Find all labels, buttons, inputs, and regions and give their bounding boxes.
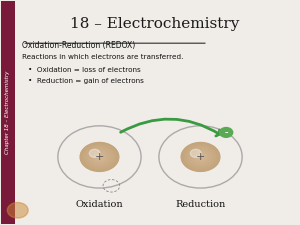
Circle shape [185,145,216,169]
Circle shape [80,142,119,171]
Text: •  Reduction = gain of electrons: • Reduction = gain of electrons [28,78,144,84]
Circle shape [91,150,109,164]
Circle shape [197,155,204,159]
Circle shape [82,144,117,170]
Circle shape [182,143,219,171]
Circle shape [192,151,209,163]
Text: •  Oxidation = loss of electrons: • Oxidation = loss of electrons [28,67,141,73]
Circle shape [85,146,114,168]
Circle shape [190,149,211,165]
Circle shape [184,144,217,169]
Circle shape [199,156,202,158]
Circle shape [96,155,103,159]
Circle shape [96,154,103,160]
Circle shape [94,153,105,161]
FancyBboxPatch shape [2,1,15,224]
Circle shape [89,149,100,157]
Circle shape [194,152,207,162]
Circle shape [196,154,205,160]
Circle shape [98,156,101,158]
Text: Oxidation: Oxidation [76,200,123,209]
Circle shape [90,150,109,164]
Circle shape [87,147,112,166]
Circle shape [187,147,214,167]
Circle shape [84,145,115,169]
Circle shape [188,148,213,166]
Text: +: + [95,152,104,162]
Circle shape [95,154,104,160]
Circle shape [92,152,106,162]
Circle shape [83,145,116,169]
Text: Chapter 18 – Electrochemistry: Chapter 18 – Electrochemistry [5,71,10,154]
Circle shape [189,148,212,166]
Circle shape [194,152,208,162]
Circle shape [99,156,100,158]
Circle shape [81,143,118,171]
Circle shape [199,155,203,158]
Circle shape [200,156,201,158]
Circle shape [85,146,114,168]
Circle shape [92,151,107,163]
Circle shape [7,202,28,218]
Text: Oxidation-Reduction (REDOX): Oxidation-Reduction (REDOX) [22,41,135,50]
Circle shape [184,145,217,169]
Circle shape [198,155,203,159]
Circle shape [195,153,206,161]
Circle shape [197,154,204,160]
Circle shape [186,146,215,168]
Circle shape [88,148,111,166]
Circle shape [81,144,118,170]
Text: +: + [196,152,205,162]
Circle shape [89,149,110,165]
Text: Reduction: Reduction [176,200,226,209]
Circle shape [91,151,108,163]
Circle shape [188,147,213,166]
Circle shape [220,128,233,137]
Circle shape [183,144,218,170]
Circle shape [190,149,211,165]
Circle shape [182,144,219,170]
Circle shape [98,155,101,158]
Circle shape [86,147,113,167]
Circle shape [181,142,220,171]
Circle shape [93,152,106,162]
Circle shape [191,150,210,164]
Text: 18 – Electrochemistry: 18 – Electrochemistry [70,17,239,31]
Circle shape [87,148,112,166]
Circle shape [83,144,116,169]
Circle shape [97,155,102,159]
Text: Reactions in which electrons are transferred.: Reactions in which electrons are transfe… [22,54,184,60]
Circle shape [191,150,209,164]
Circle shape [88,149,110,165]
Circle shape [195,153,206,161]
Circle shape [186,146,215,168]
Circle shape [94,153,105,161]
Circle shape [190,149,201,157]
Text: –: – [224,129,228,135]
Circle shape [193,151,208,163]
